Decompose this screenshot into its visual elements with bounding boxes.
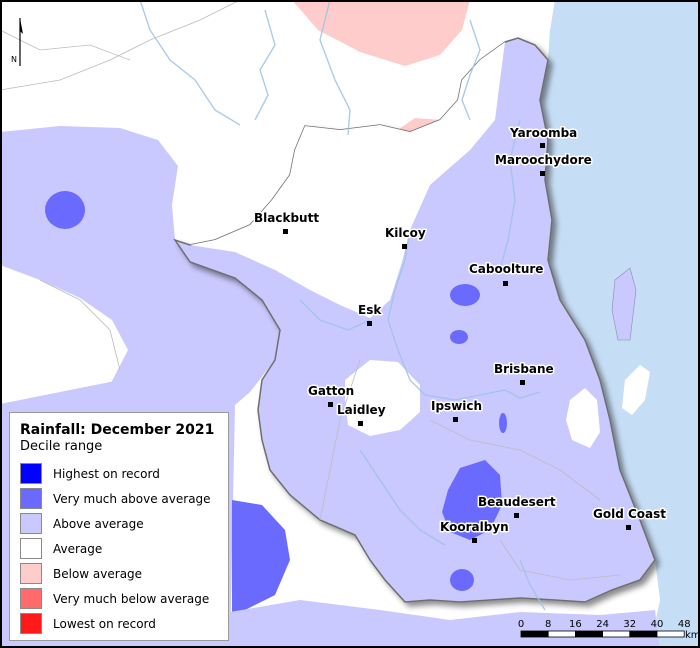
scale-segment (520, 630, 549, 638)
town-marker-gatton (328, 402, 333, 407)
north-arrow-icon (20, 18, 23, 34)
scale-tick-label: 16 (569, 619, 582, 630)
scale-bar: 0 8 16 24 32 40 48 km (518, 619, 698, 641)
town-marker-ipswich (453, 417, 458, 422)
average-patch-laidley (345, 360, 420, 436)
town-marker-yaroomba (540, 143, 545, 148)
town-marker-maroochydore (540, 171, 545, 176)
scale-tick-label: 32 (623, 619, 636, 630)
average-patch-bay (566, 388, 600, 448)
town-marker-blackbutt (283, 229, 288, 234)
very-much-above-average-patch-ipswich (499, 413, 507, 433)
very-much-above-average-patch-small (450, 330, 468, 344)
legend-items: Highest on record Very much above average… (20, 461, 218, 636)
town-marker-esk (367, 321, 372, 326)
legend-swatch (20, 513, 42, 534)
legend-item: Very much above average (20, 486, 218, 511)
legend: Rainfall: December 2021 Decile range Hig… (9, 412, 229, 641)
very-much-above-average-patch-beaudesert (442, 460, 502, 540)
boundary-lines (0, 0, 621, 581)
town-label-esk: Esk (358, 303, 382, 317)
town-label-caboolture: Caboolture (469, 262, 543, 276)
scale-unit: km (685, 630, 698, 641)
scale-tick-label: 40 (651, 619, 664, 630)
legend-item: Very much below average (20, 586, 218, 611)
legend-subtitle: Decile range (20, 439, 103, 454)
average-patch-small (337, 578, 351, 590)
legend-item: Above average (20, 511, 218, 536)
town-label-brisbane: Brisbane (494, 362, 554, 376)
town-label-maroochydore: Maroochydore (495, 153, 592, 167)
north-arrow: N (11, 18, 23, 66)
town-label-blackbutt: Blackbutt (254, 211, 319, 225)
below-average-area-north (292, 0, 470, 66)
scale-segment (547, 630, 576, 638)
town-marker-gold-coast (626, 525, 631, 530)
legend-label: Above average (53, 516, 144, 531)
north-label: N (11, 55, 17, 64)
legend-item: Highest on record (20, 461, 218, 486)
town-marker-laidley (358, 421, 363, 426)
legend-swatch (20, 538, 42, 559)
town-label-kilcoy: Kilcoy (385, 226, 426, 240)
legend-label: Lowest on record (53, 616, 156, 631)
legend-title: Rainfall: December 2021 (20, 422, 215, 438)
town-marker-kooralbyn (472, 538, 477, 543)
legend-swatch (20, 563, 42, 584)
scale-tick-label: 24 (596, 619, 609, 630)
legend-swatch (20, 613, 42, 634)
average-patch-island (622, 365, 650, 415)
legend-label: Highest on record (53, 466, 160, 481)
scale-segment (656, 630, 685, 638)
legend-label: Average (53, 541, 103, 556)
scale-tick-label: 0 (518, 619, 524, 630)
legend-label: Below average (53, 566, 143, 581)
legend-item: Lowest on record (20, 611, 218, 636)
legend-item: Below average (20, 561, 218, 586)
average-area-west-inner (0, 265, 128, 404)
above-average-island-north (611, 267, 637, 341)
town-marker-caboolture (503, 281, 508, 286)
town-marker-brisbane (520, 380, 525, 385)
scale-segment (575, 630, 604, 638)
river-network (139, 0, 546, 611)
town-label-gatton: Gatton (308, 384, 354, 398)
town-label-beaudesert: Beaudesert (478, 495, 556, 509)
legend-label: Very much above average (53, 491, 211, 506)
town-label-gold-coast: Gold Coast (593, 507, 666, 521)
scale-tick-label: 8 (545, 619, 551, 630)
very-much-above-average-patch-caboolture (450, 284, 480, 306)
town-marker-kilcoy (402, 244, 407, 249)
town-markers: Yaroomba Maroochydore Blackbutt Kilcoy C… (253, 125, 668, 543)
legend-label: Very much below average (53, 591, 210, 606)
town-label-laidley: Laidley (337, 403, 386, 417)
town-label-yaroomba: Yaroomba (509, 126, 577, 140)
scale-segment (602, 630, 631, 638)
very-much-above-average-patch-southwest (232, 500, 290, 612)
legend-item: Average (20, 536, 218, 561)
scale-tick-label: 48 (678, 619, 691, 630)
legend-swatch (20, 488, 42, 509)
scale-segment (629, 630, 658, 638)
town-label-kooralbyn: Kooralbyn (440, 520, 509, 534)
legend-swatch (20, 463, 42, 484)
town-label-ipswich: Ipswich (431, 399, 482, 413)
very-much-above-average-patch-south (450, 569, 474, 591)
average-area-region-north (190, 42, 505, 318)
legend-swatch (20, 588, 42, 609)
town-marker-beaudesert (514, 513, 519, 518)
very-much-above-average-patch-west (45, 191, 85, 229)
